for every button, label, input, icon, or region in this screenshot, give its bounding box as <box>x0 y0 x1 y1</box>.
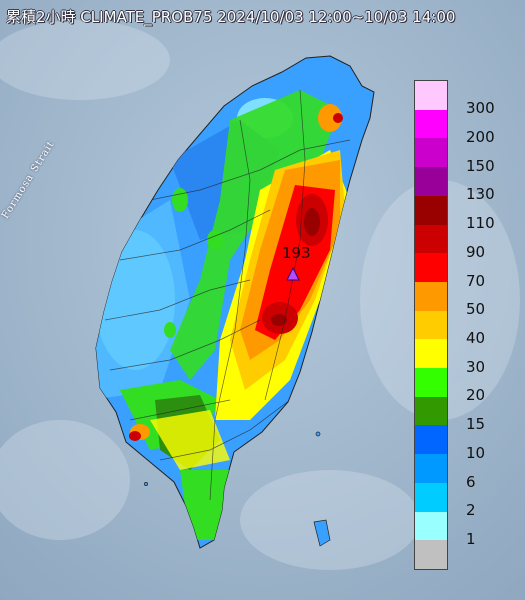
legend-swatch <box>415 281 447 312</box>
legend-swatch <box>415 425 447 455</box>
legend-label: 20 <box>466 386 486 405</box>
legend-swatch <box>415 454 447 484</box>
legend-swatch <box>415 511 447 541</box>
legend-label: 70 <box>466 271 486 290</box>
legend-swatch <box>415 540 447 570</box>
legend-swatch <box>415 482 447 513</box>
legend-label: 15 <box>466 415 486 434</box>
map-title: 累積2小時 CLIMATE_PROB75 2024/10/03 12:00~10… <box>6 8 456 26</box>
legend-label: 300 <box>466 99 495 118</box>
legend-label: 200 <box>466 128 495 147</box>
legend-label: 50 <box>466 300 486 319</box>
legend-swatch <box>415 339 447 369</box>
legend-swatch <box>415 109 447 139</box>
legend-label: 2 <box>466 501 476 520</box>
legend-swatch <box>415 368 447 398</box>
county-boundaries <box>104 89 351 501</box>
islets <box>144 431 331 547</box>
legend-label: 1 <box>466 529 476 548</box>
legend-swatch <box>415 396 447 426</box>
max-rainfall-marker-icon <box>286 266 300 281</box>
color-legend <box>414 80 448 570</box>
legend-label: 90 <box>466 242 486 261</box>
legend-label: 130 <box>466 185 495 204</box>
legend-label: 110 <box>466 214 495 233</box>
max-rainfall-value: 193 <box>282 244 311 262</box>
legend-swatch <box>415 224 447 254</box>
legend-swatch <box>415 81 447 111</box>
legend-label: 150 <box>466 156 495 175</box>
legend-swatch <box>415 195 447 226</box>
legend-swatch <box>415 167 447 197</box>
legend-label: 6 <box>466 472 476 491</box>
legend-swatch <box>415 310 447 340</box>
legend-label: 30 <box>466 357 486 376</box>
legend-label: 40 <box>466 329 486 347</box>
legend-swatch <box>415 138 447 168</box>
legend-swatch <box>415 253 447 283</box>
legend-label: 10 <box>466 443 486 462</box>
